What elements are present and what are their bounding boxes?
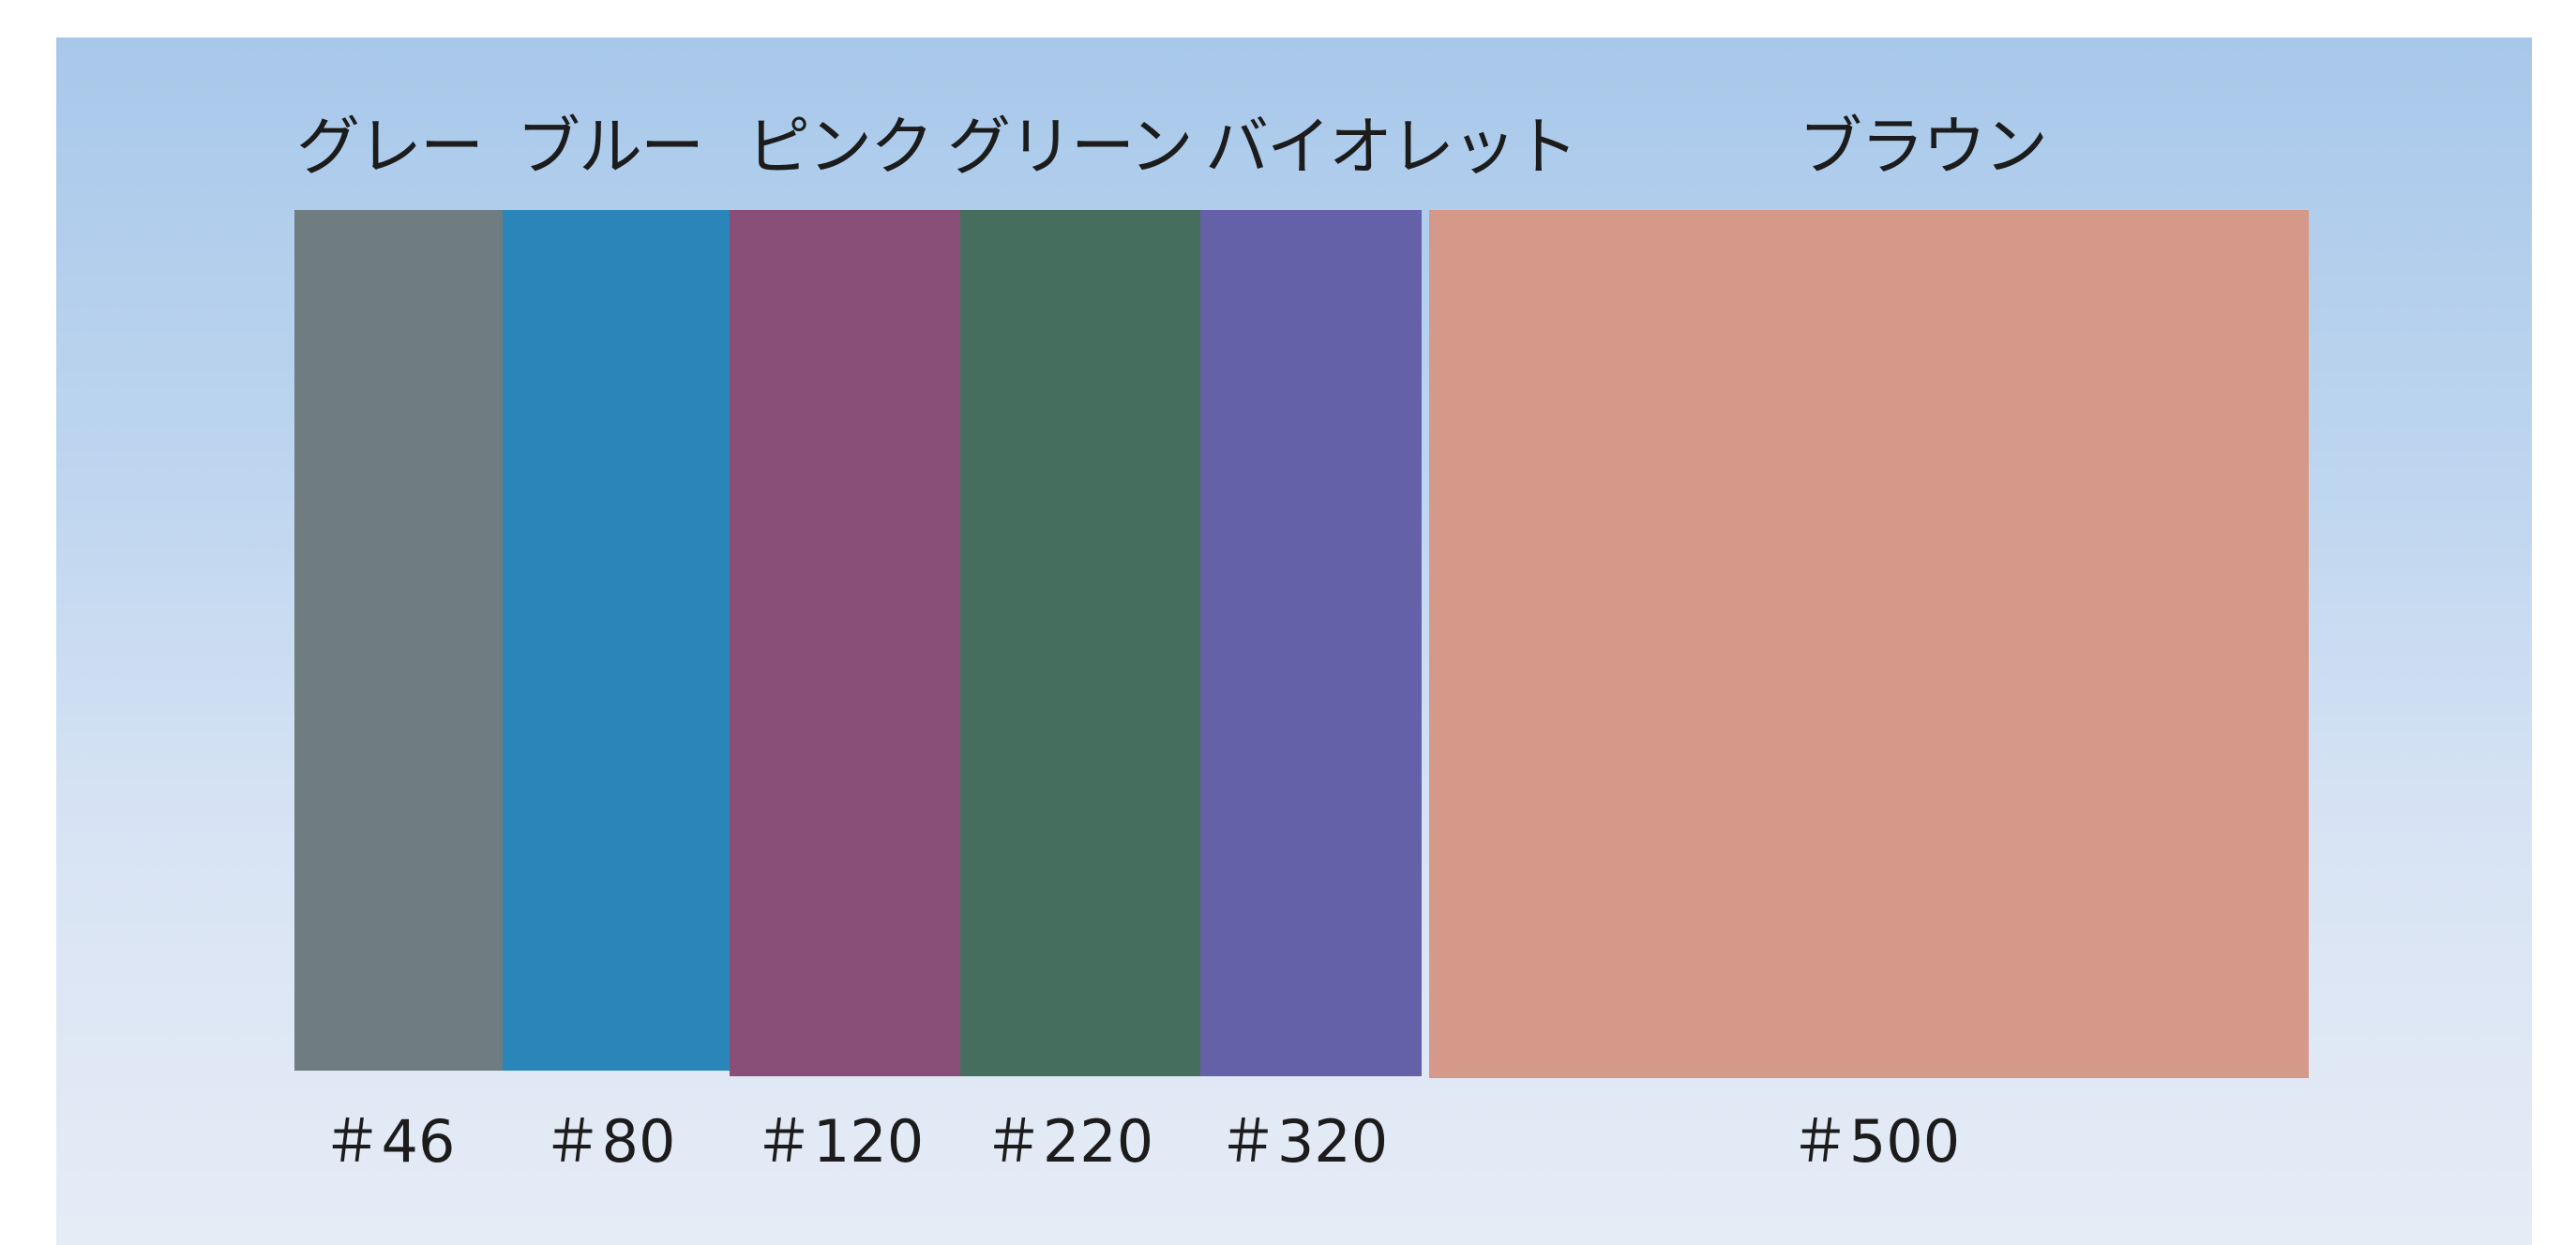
swatch-green: [960, 210, 1200, 1076]
swatch-name-pink: ピンク: [746, 111, 934, 185]
swatch-name-gray: グレー: [295, 111, 484, 185]
swatch-blue: [503, 210, 730, 1071]
swatch-pink: [730, 210, 960, 1076]
swatch-violet: [1200, 210, 1422, 1076]
swatch-grit-blue: ＃80: [543, 1107, 676, 1176]
swatch-gray: [294, 210, 503, 1071]
swatch-name-brown: ブラウン: [1798, 111, 2048, 185]
swatch-grit-green: ＃220: [984, 1107, 1154, 1176]
swatch-name-green: グリーン: [947, 111, 1194, 185]
swatch-grit-violet: ＃320: [1218, 1107, 1389, 1176]
swatch-grit-gray: ＃46: [323, 1107, 456, 1176]
swatch-grit-pink: ＃120: [754, 1107, 925, 1176]
swatch-grit-brown: ＃500: [1790, 1107, 1961, 1176]
swatch-name-violet: バイオレット: [1205, 111, 1578, 185]
swatch-brown: [1429, 210, 2309, 1078]
swatch-name-blue: ブルー: [516, 111, 704, 185]
